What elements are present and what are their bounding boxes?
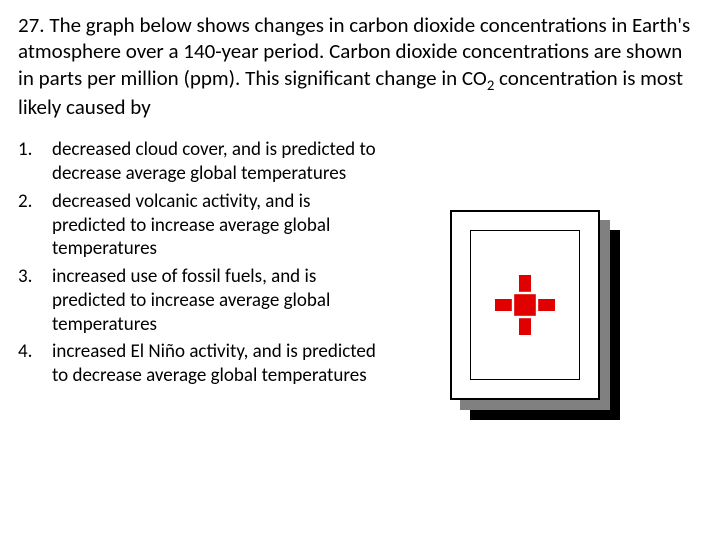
option-number: 1.	[18, 138, 52, 186]
option-number: 4.	[18, 340, 52, 388]
option-number: 2.	[18, 190, 52, 261]
answer-options: 1. decreased cloud cover, and is predict…	[18, 138, 378, 392]
option-3: 3. increased use of fossil fuels, and is…	[18, 265, 378, 336]
option-text: increased use of fossil fuels, and is pr…	[52, 265, 378, 336]
option-number: 3.	[18, 265, 52, 336]
question-number: 27.	[18, 12, 45, 38]
option-text: decreased volcanic activity, and is pred…	[52, 190, 378, 261]
option-text: decreased cloud cover, and is predicted …	[52, 138, 378, 186]
option-2: 2. decreased volcanic activity, and is p…	[18, 190, 378, 261]
graph-placeholder	[370, 190, 690, 470]
option-1: 1. decreased cloud cover, and is predict…	[18, 138, 378, 186]
broken-image-icon	[450, 210, 620, 420]
option-text: increased El Niño activity, and is predi…	[52, 340, 378, 388]
x-icon	[495, 275, 555, 335]
question-stem: 27. The graph below shows changes in car…	[18, 12, 702, 120]
option-4: 4. increased El Niño activity, and is pr…	[18, 340, 378, 388]
